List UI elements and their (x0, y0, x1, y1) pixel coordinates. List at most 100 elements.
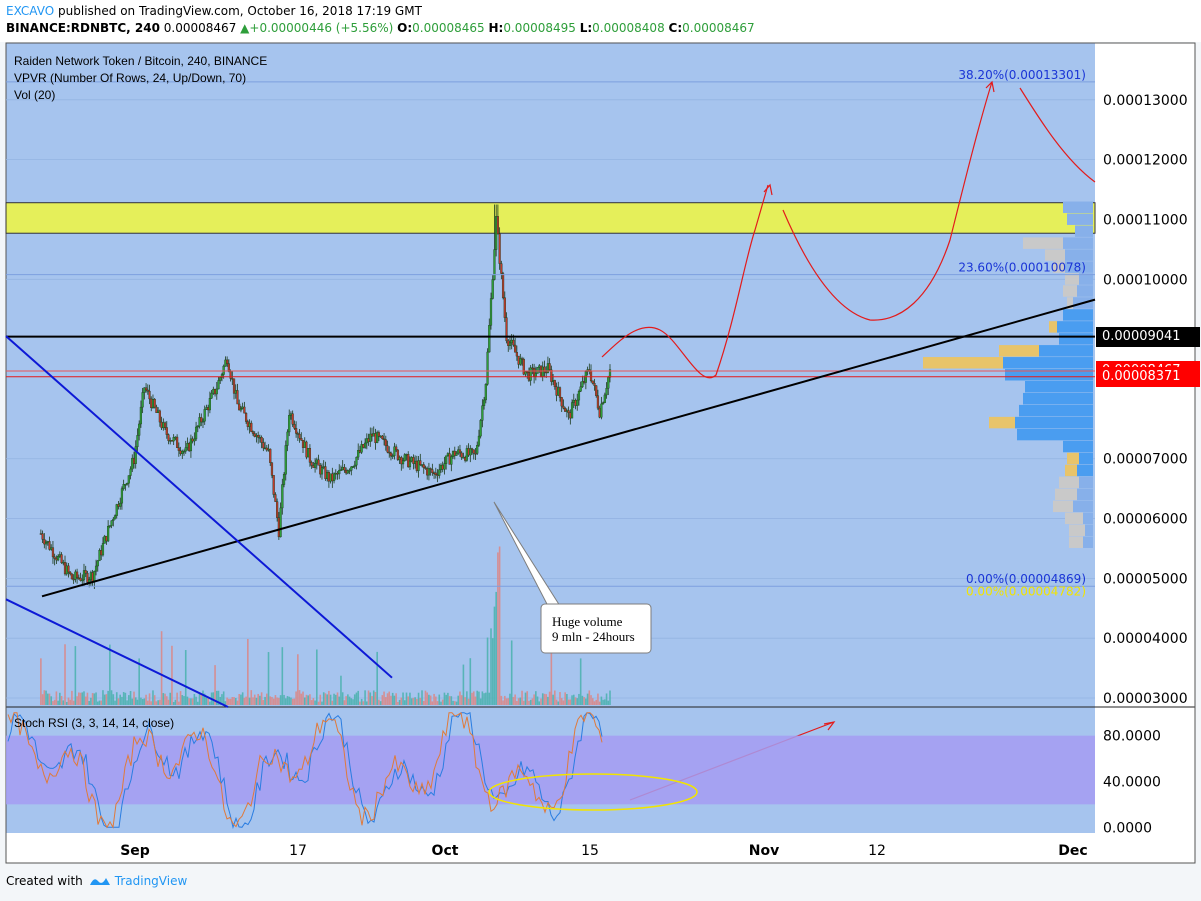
volume-bar (578, 693, 580, 705)
volume-bar (162, 693, 165, 705)
volume-bar (364, 690, 366, 705)
candle-body (84, 570, 87, 574)
candle-body (43, 539, 46, 545)
vol-label: Vol (20) (14, 88, 55, 102)
high-label: H: (488, 21, 504, 35)
candle-body (165, 427, 168, 435)
candle-body (79, 577, 82, 581)
candle-body (536, 367, 539, 374)
candle-body (41, 533, 44, 540)
candle-body (94, 565, 98, 572)
volume-bar (197, 701, 199, 705)
volume-bar (126, 700, 128, 705)
volume-bar (122, 692, 125, 705)
volume-bar (336, 692, 339, 705)
volume-bar (260, 692, 263, 705)
vpvr-down-row (1049, 321, 1057, 333)
candle-body (317, 459, 320, 466)
candle-body (514, 344, 517, 353)
rsi-tick-label: 40.0000 (1103, 774, 1161, 790)
vpvr-up-row (1003, 357, 1093, 369)
candle-body (343, 466, 346, 471)
time-tick-label: Sep (120, 843, 150, 859)
resistance-zone (5, 202, 1096, 234)
volume-bar (193, 693, 196, 705)
volume-bar (378, 699, 380, 705)
candle-body (386, 445, 389, 453)
volume-bar (46, 693, 49, 705)
candle-body (505, 317, 508, 342)
candle-body (431, 469, 434, 474)
price-pill: 0.00008371 (1096, 366, 1200, 387)
tradingview-link[interactable]: TradingView (114, 874, 188, 888)
price-axis[interactable] (1095, 43, 1195, 833)
volume-bar (322, 692, 325, 705)
candle-body (417, 460, 420, 471)
price-chart[interactable]: 0.00013000 0.00012000 0.00011000 0.00010000… (0, 0, 1201, 870)
candle-body (44, 541, 48, 545)
volume-bar (155, 701, 158, 705)
volume-bar (436, 701, 439, 705)
volume-bar (522, 700, 525, 705)
candle-body (155, 406, 158, 413)
volume-bar (224, 701, 227, 705)
footer: Created with TradingView (6, 874, 187, 888)
volume-bar (533, 694, 535, 705)
candle-body (148, 390, 151, 400)
volume-bar (290, 697, 292, 705)
price-tick-label: 0.00005000 (1103, 571, 1188, 587)
vpvr-up-row (1077, 488, 1093, 501)
candle-body (201, 420, 205, 423)
callout-line1: Huge volume (552, 614, 623, 629)
volume-bar (72, 700, 75, 705)
candle-body (184, 447, 187, 452)
vpvr-up-row (1025, 380, 1093, 393)
candle-body (107, 525, 110, 542)
candle-body (570, 402, 574, 419)
candle-body (243, 406, 246, 414)
volume-bar (298, 690, 301, 705)
time-axis[interactable] (6, 833, 1195, 863)
candle-body (519, 358, 522, 365)
vpvr-up-row (1015, 416, 1093, 429)
vpvr-up-row (1057, 321, 1093, 333)
author-link[interactable]: EXCAVO (6, 4, 55, 18)
volume-bar (271, 696, 273, 705)
volume-bar (278, 697, 280, 705)
candle-body (75, 571, 79, 578)
stoch-d-line (7, 711, 603, 829)
volume-bar (459, 691, 461, 705)
volume-bar (414, 697, 416, 705)
candle-body (498, 233, 501, 264)
candle-body (53, 556, 56, 559)
candle-body (550, 369, 553, 382)
volume-bar (53, 699, 56, 705)
volume-bar (295, 691, 297, 705)
candle-body (122, 484, 125, 489)
candle-body (422, 464, 425, 468)
volume-bar (426, 692, 428, 705)
volume-bar (491, 638, 494, 705)
volume-bar (562, 700, 565, 705)
volume-bar (133, 691, 135, 705)
volume-bar (238, 694, 241, 705)
candle-body (593, 383, 596, 386)
candle-body (298, 433, 301, 439)
volume-bar (202, 690, 204, 705)
volume-bar (407, 696, 410, 705)
candle-body (605, 388, 608, 396)
volume-bar (581, 695, 584, 705)
volume-bar (62, 700, 65, 705)
candle-body (360, 444, 363, 453)
volume-bar (317, 701, 320, 705)
volume-bar (369, 692, 372, 705)
volume-bar (212, 692, 215, 705)
candle-body (158, 410, 161, 423)
volume-bar (528, 700, 530, 705)
candle-body (250, 422, 253, 432)
volume-bar (597, 693, 599, 705)
candle-body (139, 406, 142, 425)
candle-body (98, 550, 101, 562)
volume-bar (466, 691, 468, 705)
volume-bar (566, 694, 568, 705)
